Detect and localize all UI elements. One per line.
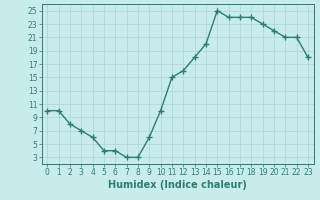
X-axis label: Humidex (Indice chaleur): Humidex (Indice chaleur) <box>108 180 247 190</box>
